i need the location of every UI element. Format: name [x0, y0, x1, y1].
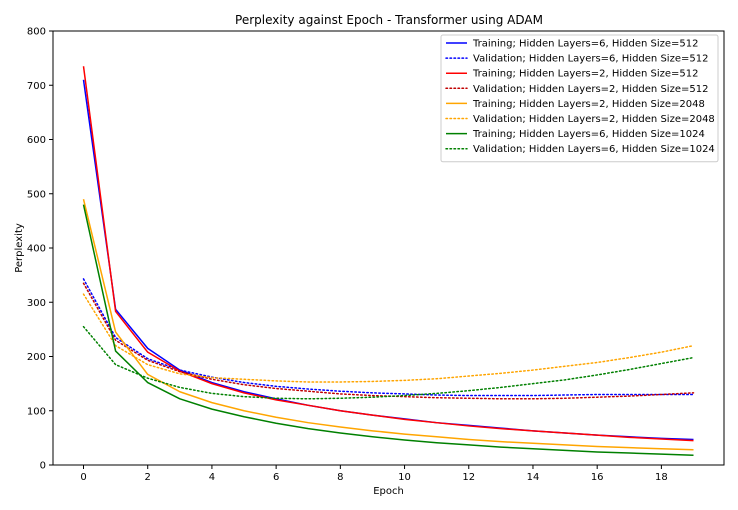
legend-box: [440, 34, 719, 163]
y-tick-label: 200: [27, 352, 46, 363]
series-line-3: [82, 66, 694, 442]
series-line-5: [82, 198, 694, 451]
legend: Training; Hidden Layers=6, Hidden Size=5…: [440, 34, 719, 163]
x-tick-label: 6: [273, 472, 279, 483]
series-line-8: [82, 325, 695, 400]
x-tick-label: 14: [527, 472, 540, 483]
legend-entry: Validation; Hidden Layers=2, Hidden Size…: [473, 84, 708, 95]
y-tick-label: 0: [40, 461, 46, 472]
legend-entry: Validation; Hidden Layers=2, Hidden Size…: [473, 114, 715, 125]
y-axis: 0 100 200 300 400 500 600 700 800: [27, 27, 53, 472]
legend-entry: Training; Hidden Layers=6, Hidden Size=5…: [472, 39, 699, 50]
legend-entry: Validation; Hidden Layers=6, Hidden Size…: [473, 144, 715, 155]
series-layer: [82, 66, 695, 456]
y-axis-title: Perplexity: [14, 223, 25, 273]
legend-entry: Training; Hidden Layers=6, Hidden Size=1…: [472, 129, 705, 140]
legend-entry: Training; Hidden Layers=2, Hidden Size=2…: [472, 99, 705, 110]
x-tick-label: 0: [80, 472, 86, 483]
x-axis-title: Epoch: [373, 486, 404, 497]
x-tick-label: 4: [209, 472, 215, 483]
y-tick-label: 500: [27, 189, 46, 200]
x-tick-label: 10: [398, 472, 411, 483]
y-tick-label: 100: [27, 406, 46, 417]
y-tick-label: 600: [27, 135, 46, 146]
series-line-2: [82, 278, 695, 397]
y-tick-label: 800: [27, 27, 46, 38]
legend-entry: Validation; Hidden Layers=6, Hidden Size…: [473, 54, 708, 65]
x-tick-label: 16: [591, 472, 604, 483]
x-tick-label: 8: [337, 472, 343, 483]
y-tick-label: 300: [27, 298, 46, 309]
x-tick-label: 18: [655, 472, 668, 483]
y-tick-label: 400: [27, 244, 46, 255]
series-line-6: [82, 293, 695, 383]
series-line-7: [82, 204, 694, 456]
x-tick-label: 2: [145, 472, 151, 483]
legend-entry: Training; Hidden Layers=2, Hidden Size=5…: [472, 69, 699, 80]
chart-title: Perplexity against Epoch - Transformer u…: [235, 13, 543, 27]
x-axis: 0 2 4 6 8 10 12 14 16 18: [80, 465, 668, 483]
y-tick-label: 700: [27, 81, 46, 92]
x-tick-label: 12: [462, 472, 475, 483]
